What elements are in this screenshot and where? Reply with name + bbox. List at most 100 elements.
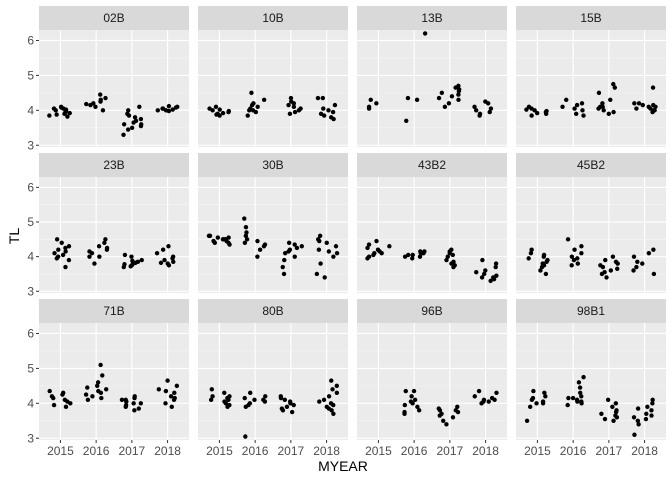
data-point (542, 390, 547, 396)
data-point (331, 254, 336, 259)
panel-background (516, 323, 666, 440)
data-point (544, 259, 549, 265)
data-point (416, 408, 422, 413)
facet-strip-label: 96B (421, 304, 442, 318)
data-point (405, 95, 411, 101)
data-point (51, 402, 57, 408)
data-point (455, 404, 460, 410)
y-tick-label: 6 (27, 180, 34, 194)
data-point (602, 416, 608, 422)
data-point (100, 373, 105, 378)
data-point (243, 233, 249, 239)
data-point (121, 132, 126, 137)
data-point (287, 399, 293, 404)
data-point (575, 256, 580, 261)
data-point (436, 95, 442, 101)
y-tick-label: 5 (27, 68, 34, 82)
data-point (96, 388, 101, 394)
data-point (245, 113, 250, 118)
facet-strip (198, 153, 348, 177)
data-point (610, 404, 615, 410)
facet-panel-45B2: 45B2 (516, 153, 666, 293)
data-point (631, 254, 637, 259)
data-point (483, 268, 488, 273)
y-tick-label: 3 (27, 138, 34, 152)
data-point (572, 247, 577, 252)
data-point (171, 259, 176, 265)
data-point (282, 397, 288, 403)
data-point (534, 110, 540, 116)
data-point (601, 108, 606, 113)
data-point (65, 114, 70, 119)
data-point (98, 92, 103, 97)
data-point (123, 397, 128, 403)
x-axis-title: MYEAR (318, 458, 368, 474)
data-point (573, 111, 579, 117)
data-point (531, 388, 536, 394)
data-point (92, 261, 97, 266)
data-point (334, 390, 340, 396)
data-point (122, 262, 127, 267)
data-point (286, 102, 291, 108)
data-point (634, 106, 639, 111)
data-point (165, 378, 170, 383)
data-point (100, 108, 106, 113)
data-point (209, 387, 214, 392)
data-point (91, 101, 96, 106)
data-point (291, 402, 296, 408)
x-tick-label: 2018 (154, 444, 181, 458)
x-tick-label: 2016 (560, 444, 587, 458)
facet-strip (516, 153, 666, 177)
data-point (439, 90, 445, 96)
data-point (418, 250, 424, 256)
data-point (67, 110, 72, 116)
data-point (314, 271, 320, 277)
facet-strip-label: 98B1 (577, 304, 605, 318)
data-point (481, 271, 487, 277)
data-point (125, 111, 130, 117)
y-tick-label: 4 (27, 396, 34, 410)
data-point (158, 260, 164, 266)
facet-strip (198, 299, 348, 323)
data-point (544, 108, 549, 114)
data-point (494, 390, 499, 396)
data-point (284, 404, 290, 410)
data-point (334, 250, 340, 256)
data-point (476, 388, 482, 394)
data-point (481, 397, 487, 403)
data-point (160, 247, 166, 252)
panel-background (516, 177, 666, 293)
data-point (243, 434, 248, 439)
data-point (207, 106, 212, 111)
data-point (262, 242, 268, 247)
panels-layer: 02B 10B 13B 15B 23B 30B 43B2 45B2 71B 80B 96B 98B1 (39, 6, 666, 440)
facet-panel-02B: 02B (39, 6, 189, 147)
data-point (130, 258, 135, 263)
data-point (646, 250, 652, 256)
panel-background (39, 177, 189, 293)
data-point (51, 106, 57, 111)
data-point (102, 240, 107, 245)
data-point (472, 104, 477, 110)
data-point (527, 404, 533, 410)
data-point (104, 245, 110, 251)
data-point (317, 233, 323, 239)
y-tick-label: 3 (27, 431, 34, 445)
x-axis-layer: 2015 2016 2017 2018 2015 2016 2017 2018 2015 2016… (47, 440, 658, 458)
y-tick-label: 6 (27, 33, 34, 47)
data-point (222, 390, 227, 396)
data-point (255, 104, 260, 110)
data-point (52, 250, 57, 256)
data-point (581, 113, 586, 118)
data-point (294, 245, 300, 251)
data-point (640, 102, 645, 108)
data-point (244, 237, 250, 242)
data-point (611, 418, 616, 423)
data-point (534, 401, 539, 406)
panel-background (357, 30, 507, 147)
data-point (569, 254, 575, 259)
data-point (257, 247, 263, 252)
data-point (634, 264, 639, 270)
data-point (604, 275, 609, 280)
